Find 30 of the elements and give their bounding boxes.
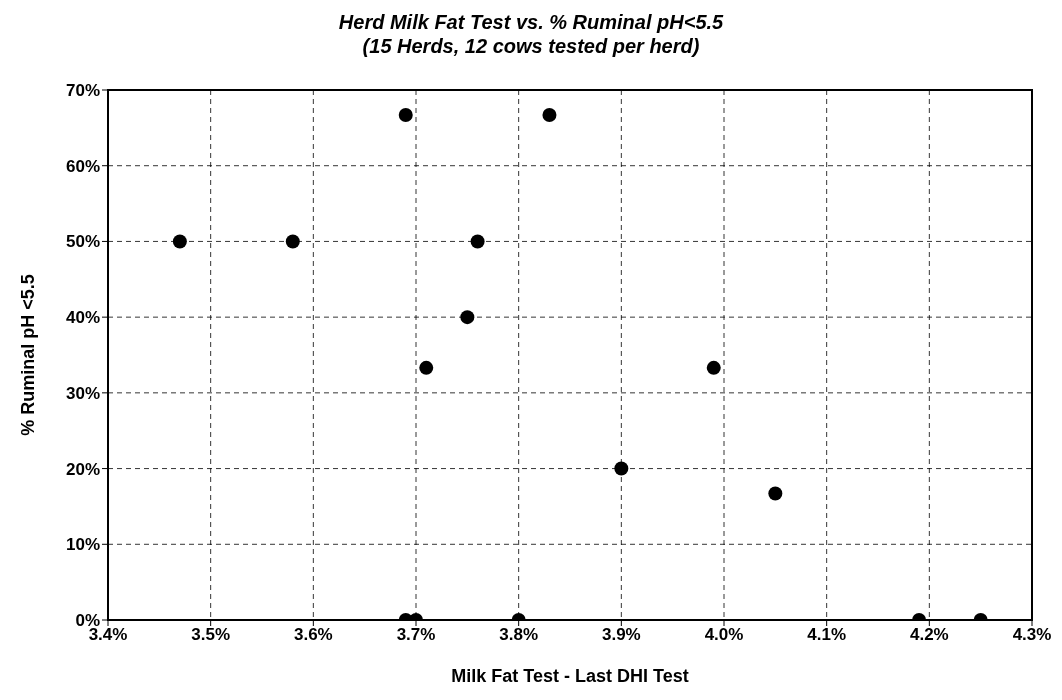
y-tick-label: 10%: [65, 535, 100, 555]
x-tick-label: 4.0%: [704, 625, 744, 645]
y-tick-label: 40%: [65, 308, 100, 328]
y-axis-title: % Ruminal pH <5.5: [18, 274, 39, 436]
chart-title: Herd Milk Fat Test vs. % Ruminal pH<5.5: [337, 10, 725, 34]
x-tick-label: 3.8%: [499, 625, 539, 645]
point: [542, 107, 557, 122]
x-axis-title: Milk Fat Test - Last DHI Test: [451, 666, 689, 686]
point: [768, 486, 783, 501]
point: [172, 234, 187, 249]
y-tick-label: 70%: [65, 81, 100, 101]
point: [470, 234, 485, 249]
point: [285, 234, 300, 249]
y-tick-label: 20%: [65, 459, 100, 479]
x-tick-label: 4.1%: [807, 625, 847, 645]
point: [419, 360, 434, 375]
x-tick-label: 4.2%: [909, 625, 949, 645]
chart-subtitle: (15 Herds, 12 cows tested per herd): [361, 34, 701, 58]
point: [398, 107, 413, 122]
x-tick-label: 3.6%: [293, 625, 333, 645]
point: [706, 360, 721, 375]
y-tick-label: 60%: [65, 156, 100, 176]
point: [460, 310, 475, 325]
y-tick-label: 50%: [65, 232, 100, 252]
x-tick-label: 4.3%: [1012, 625, 1052, 645]
y-tick-label: 30%: [65, 383, 100, 403]
x-tick-label: 3.7%: [396, 625, 436, 645]
point: [614, 461, 629, 476]
x-tick-label: 3.5%: [191, 625, 231, 645]
x-tick-label: 3.9%: [601, 625, 641, 645]
